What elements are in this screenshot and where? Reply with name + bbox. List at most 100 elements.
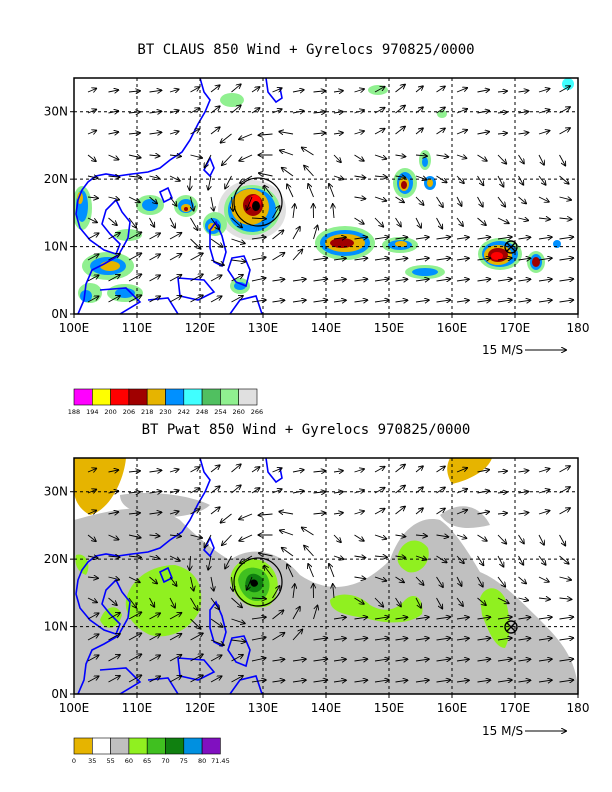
wind-vector — [169, 217, 175, 228]
cloud-blob-170e — [478, 238, 561, 273]
wind-vector — [456, 638, 469, 640]
wind-vector — [518, 534, 524, 543]
wind-vector — [222, 534, 232, 545]
wind-vector — [128, 471, 140, 472]
wind-vector — [240, 555, 253, 563]
wind-vector — [292, 470, 304, 472]
wind-vector — [497, 237, 512, 239]
wind-vector — [292, 111, 304, 113]
x-tick-label: 130E — [248, 321, 279, 335]
x-tick-label: 170E — [500, 321, 531, 335]
wind-vector — [272, 659, 285, 661]
wind-vector — [456, 258, 469, 260]
wind-vector — [292, 279, 306, 281]
wind-vector — [108, 90, 119, 92]
wind-vector — [518, 175, 524, 185]
wind-vector — [374, 680, 389, 682]
bottom-gyre-marker — [504, 620, 518, 634]
wind-vector — [251, 87, 259, 93]
wind-vector — [395, 486, 405, 494]
wind-vector — [190, 675, 203, 683]
wind-vector — [128, 556, 141, 557]
pwat-region-60-west — [125, 565, 202, 637]
wind-vector — [272, 206, 280, 219]
x-tick-label: 100E — [59, 321, 90, 335]
wind-vector — [87, 233, 99, 240]
wind-vector — [210, 597, 219, 609]
wind-vector — [456, 659, 469, 661]
wind-vector — [497, 217, 509, 223]
wind-vector — [264, 566, 273, 578]
wind-vector — [313, 226, 318, 240]
wind-vector — [333, 300, 346, 302]
wind-vector — [149, 275, 161, 282]
wind-vector — [395, 556, 406, 558]
wind-vector — [169, 196, 177, 206]
wind-vector — [538, 237, 552, 239]
wind-vector — [251, 598, 266, 599]
colorbar-swatch — [238, 388, 258, 406]
wind-vector — [108, 176, 120, 177]
cloud-blob-140e — [315, 226, 445, 279]
wind-vector — [456, 155, 466, 158]
wind-vector — [538, 659, 552, 661]
wind-vector — [87, 217, 97, 222]
wind-vector — [272, 253, 285, 261]
wind-vector — [333, 204, 334, 219]
wind-vector — [190, 535, 203, 538]
wind-vector — [231, 464, 241, 473]
wind-vector — [333, 584, 334, 599]
wind-vector — [308, 184, 314, 198]
bottom-axis-ticks: 100E 110E 120E 130E 140E 150E 160E 170E 180 0N 10N… — [44, 485, 590, 715]
wind-vector — [108, 577, 120, 580]
top-cloud-shading — [74, 78, 574, 314]
wind-vector — [477, 300, 491, 302]
top-scale-label: 15 M/S — [482, 343, 523, 357]
wind-vector — [251, 257, 266, 260]
wind-vector — [538, 469, 549, 472]
wind-vector — [497, 492, 507, 493]
wind-vector — [436, 508, 445, 515]
wind-vector — [280, 150, 294, 156]
wind-vector — [395, 258, 408, 260]
wind-vector — [231, 655, 243, 662]
wind-vector — [128, 112, 140, 113]
wind-vector — [436, 638, 451, 640]
y-tick-label: 10N — [44, 620, 68, 634]
wind-vector — [128, 176, 141, 177]
wind-vector — [259, 514, 273, 515]
wind-vector — [313, 680, 328, 682]
wind-vector — [210, 639, 224, 645]
wind-vector — [313, 91, 326, 92]
wind-vector — [559, 86, 570, 93]
wind-vector — [280, 530, 294, 536]
colorbar-swatch — [146, 737, 166, 755]
wind-vector — [374, 488, 385, 494]
colorbar-label: 194 — [86, 408, 98, 416]
wind-vector — [169, 634, 181, 641]
wind-vector — [477, 132, 490, 134]
wind-vector — [354, 490, 365, 493]
wind-vector — [313, 300, 328, 302]
wind-vector — [497, 597, 509, 603]
wind-vector — [415, 196, 424, 205]
wind-vector — [272, 468, 282, 473]
wind-vector — [354, 197, 366, 199]
wind-vector — [374, 87, 385, 93]
wind-vector — [395, 576, 404, 582]
wind-vector — [87, 577, 98, 578]
wind-vector — [559, 598, 572, 599]
wind-vector — [395, 127, 405, 135]
wind-vector — [436, 175, 447, 182]
y-tick-label: 30N — [44, 105, 68, 119]
wind-vector — [538, 154, 544, 165]
wind-vector — [415, 535, 427, 536]
wind-vector — [436, 555, 447, 562]
wind-vector — [87, 130, 96, 134]
wind-vector — [231, 618, 245, 623]
wind-vector — [87, 510, 96, 514]
wind-vector — [190, 467, 200, 473]
wind-vector — [538, 617, 552, 619]
wind-vector — [415, 466, 423, 473]
pwat-region-dry-east — [447, 458, 492, 484]
